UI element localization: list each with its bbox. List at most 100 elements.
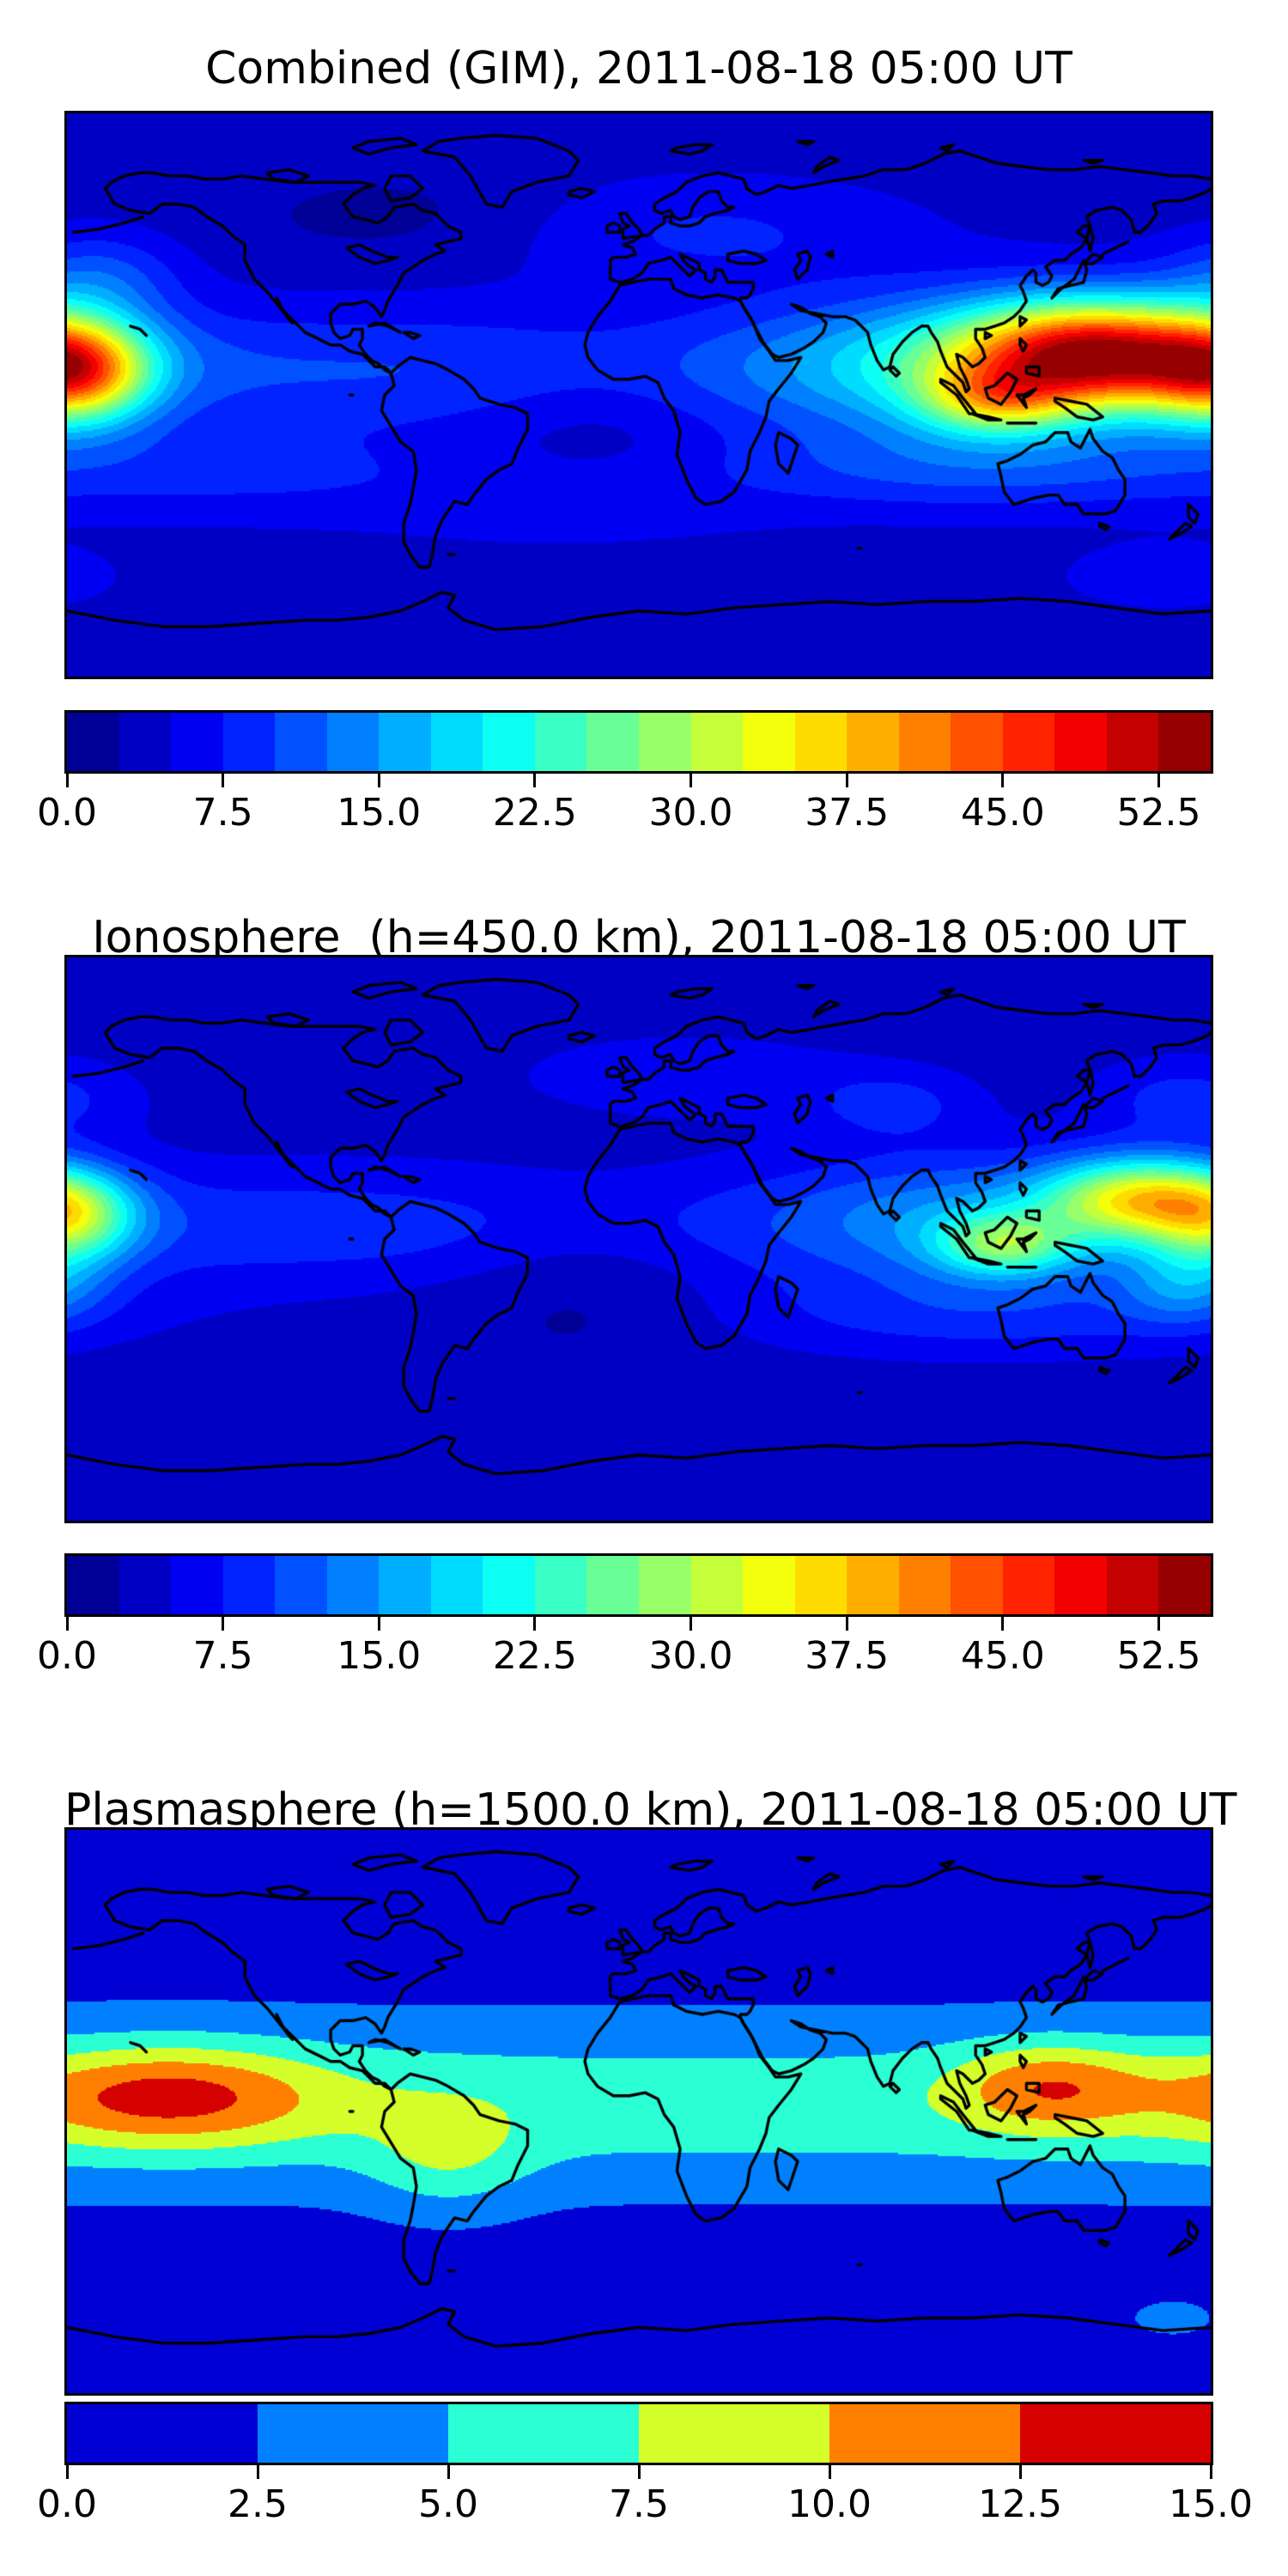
colorbar-tick [222,1617,225,1631]
colorbar-plasmasphere: 0.0 2.5 5.0 7.5 10.0 12.5 15.0 [37,2402,1253,2552]
colorbar-tick [637,2465,641,2479]
map-canvas-combined [67,113,1211,677]
colorbar-segment [483,1556,535,1614]
colorbar-tick-label: 37.5 [805,1634,890,1678]
colorbar-segment [1106,713,1159,771]
colorbar-segment [1002,1556,1055,1614]
colorbar-tick-label: 0.0 [37,1634,97,1678]
panel-title-ionosphere: Ionosphere (h=450.0 km), 2011-08-18 05:0… [92,911,1186,963]
colorbar-segment [326,1556,380,1614]
colorbar-tick-label: 5.0 [418,2482,478,2526]
colorbar-segment [1054,713,1107,771]
colorbar-ionosphere: 0.0 7.5 15.0 22.5 30.0 37.5 45.0 52.5 [37,1553,1213,1704]
colorbar-tick [533,774,537,787]
colorbar-segment [639,713,691,771]
colorbar-tick-label: 37.5 [805,791,890,835]
colorbar-tick [377,774,380,787]
colorbar-tick-label: 15.0 [337,1634,422,1678]
colorbar-tick [256,2465,259,2479]
colorbar-bar [64,2402,1213,2465]
colorbar-tick-label: 7.5 [192,1634,253,1678]
colorbar-segment [275,1556,327,1614]
colorbar-tick [65,1617,69,1631]
colorbar-segment [326,713,380,771]
colorbar-tick [1018,2465,1022,2479]
colorbar-segment [430,1556,483,1614]
colorbar-tick-label: 15.0 [1169,2482,1253,2526]
colorbar-bar [64,710,1213,774]
colorbar-tick-label: 30.0 [648,1634,733,1678]
colorbar-tick-label: 45.0 [960,1634,1045,1678]
colorbar-segment [379,1556,431,1614]
colorbar-segment [1054,1556,1107,1614]
colorbar-segment [534,713,587,771]
colorbar-tick [1157,1617,1160,1631]
colorbar-segment [586,713,640,771]
colorbar-tick-label: 10.0 [787,2482,872,2526]
colorbar-tick-label: 7.5 [192,791,253,835]
panel-title-plasmasphere: Plasmasphere (h=1500.0 km), 2011-08-18 0… [64,1783,1237,1836]
colorbar-tick [65,2465,69,2479]
colorbar-segment [743,713,795,771]
colorbar-segment [379,713,431,771]
colorbar-segment [794,1556,848,1614]
colorbar-tick-label: 0.0 [37,791,97,835]
colorbar-segment [829,2404,1020,2463]
colorbar-segment [222,1556,276,1614]
colorbar-segment [171,1556,223,1614]
colorbar-tick [533,1617,537,1631]
colorbar-tick [222,774,225,787]
colorbar-tick [65,774,69,787]
colorbar-tick-label: 0.0 [37,2482,97,2526]
colorbar-tick [845,1617,848,1631]
map-ionosphere [64,955,1213,1523]
colorbar-segment [690,713,744,771]
colorbar-segment [448,2404,639,2463]
colorbar-tick [845,774,848,787]
colorbar-tick [1157,774,1160,787]
colorbar-segment [1002,713,1055,771]
colorbar-segment [118,1556,172,1614]
colorbar-tick-label: 7.5 [609,2482,669,2526]
colorbar-segment [639,2404,829,2463]
colorbar-tick-label: 22.5 [492,791,577,835]
colorbar-segment [898,713,951,771]
colorbar-tick-label: 45.0 [960,791,1045,835]
colorbar-segment [67,713,119,771]
colorbar-segment [483,713,535,771]
colorbar-tick-label: 15.0 [337,791,422,835]
colorbar-segment [171,713,223,771]
colorbar-segment [639,1556,691,1614]
colorbar-tick [690,1617,693,1631]
colorbar-segment [118,713,172,771]
panel-title-combined: Combined (GIM), 2011-08-18 05:00 UT [205,42,1072,94]
map-canvas-plasmasphere [67,1830,1211,2393]
colorbar-tick-label: 52.5 [1116,1634,1201,1678]
colorbar-segment [222,713,276,771]
colorbar-segment [534,1556,587,1614]
colorbar-tick-label: 52.5 [1116,791,1201,835]
colorbar-tick [1001,774,1005,787]
colorbar-segment [1020,2404,1211,2463]
colorbar-tick [1209,2465,1212,2479]
colorbar-segment [794,713,848,771]
colorbar-tick [1001,1617,1005,1631]
colorbar-tick-label: 2.5 [228,2482,288,2526]
colorbar-combined: 0.0 7.5 15.0 22.5 30.0 37.5 45.0 52.5 [37,710,1213,860]
colorbar-segment [430,713,483,771]
colorbar-segment [1158,713,1212,771]
colorbar-segment [586,1556,640,1614]
map-combined [64,111,1213,679]
colorbar-segment [275,713,327,771]
map-canvas-ionosphere [67,957,1211,1521]
map-plasmasphere [64,1827,1213,2396]
colorbar-tick-label: 30.0 [648,791,733,835]
colorbar-bar [64,1553,1213,1617]
colorbar-segment [951,713,1003,771]
colorbar-tick [377,1617,380,1631]
colorbar-segment [847,713,899,771]
colorbar-segment [690,1556,744,1614]
colorbar-tick [828,2465,831,2479]
colorbar-segment [67,2404,258,2463]
